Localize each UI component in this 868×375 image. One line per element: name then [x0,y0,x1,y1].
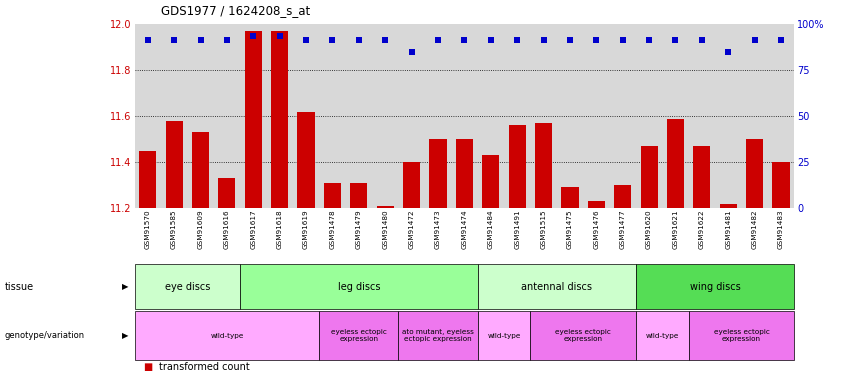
Text: wild-type: wild-type [646,333,679,339]
Bar [562,188,578,208]
Point [668,38,682,44]
Point [642,38,656,44]
Bar [298,112,314,208]
Bar [588,201,605,208]
Bar [324,183,341,208]
Text: genotype/variation: genotype/variation [4,331,84,340]
Bar [351,183,367,208]
Point [695,38,709,44]
Bar [377,206,394,208]
Bar [694,146,710,208]
Bar [615,185,631,208]
Point [326,38,339,44]
Point [774,38,788,44]
Point [431,38,445,44]
Text: wild-type: wild-type [487,333,521,339]
Text: ■: ■ [143,362,153,372]
Bar [271,31,288,208]
Text: GDS1977 / 1624208_s_at: GDS1977 / 1624208_s_at [161,4,310,17]
Bar [456,139,473,208]
Bar [430,139,446,208]
Point [352,38,365,44]
Point [220,38,233,44]
Text: eyeless ectopic
expression: eyeless ectopic expression [713,329,769,342]
Text: eye discs: eye discs [165,282,210,292]
Text: ato mutant, eyeless
ectopic expression: ato mutant, eyeless ectopic expression [402,329,474,342]
Point [589,38,603,44]
Bar [245,31,262,208]
Point [747,38,761,44]
Bar [667,118,684,208]
Text: eyeless ectopic
expression: eyeless ectopic expression [331,329,387,342]
Point [457,38,471,44]
Text: leg discs: leg discs [338,282,380,292]
Bar [509,125,526,208]
Point [299,38,313,44]
Text: antennal discs: antennal discs [522,282,592,292]
Bar [483,155,499,208]
Text: wing discs: wing discs [690,282,740,292]
Point [168,38,181,44]
Point [141,38,155,44]
Bar [139,151,156,208]
Point [247,33,260,39]
Bar [166,121,182,208]
Point [483,38,497,44]
Text: wild-type: wild-type [210,333,244,339]
Point [721,49,735,55]
Bar [403,162,420,208]
Point [273,33,286,39]
Text: ▶: ▶ [122,282,128,291]
Text: eyeless ectopic
expression: eyeless ectopic expression [556,329,611,342]
Bar [746,139,763,208]
Point [404,49,418,55]
Bar [192,132,209,208]
Point [378,38,392,44]
Point [536,38,550,44]
Bar [641,146,658,208]
Text: transformed count: transformed count [159,362,250,372]
Point [615,38,629,44]
Bar [219,178,235,208]
Point [563,38,577,44]
Point [194,38,207,44]
Point [510,38,524,44]
Bar [720,204,737,208]
Bar [535,123,552,208]
Text: tissue: tissue [4,282,34,292]
Bar [773,162,790,208]
Text: ▶: ▶ [122,331,128,340]
